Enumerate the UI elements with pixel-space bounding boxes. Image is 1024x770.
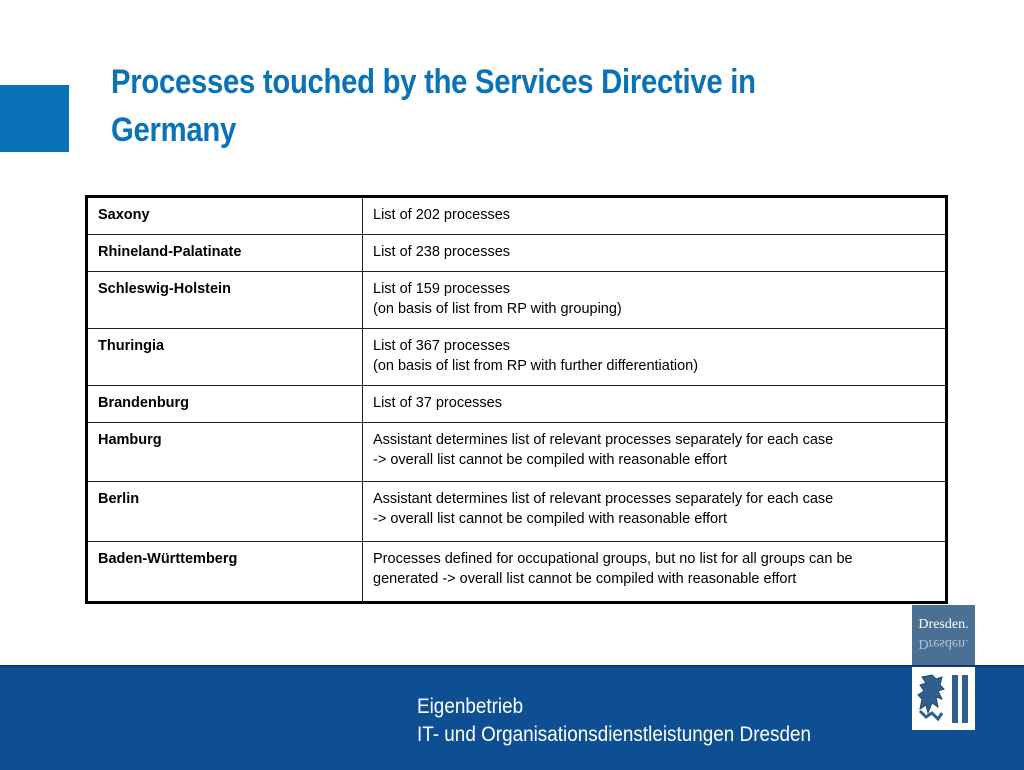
description-cell: List of 37 processes [362, 385, 947, 423]
table-row: Schleswig-Holstein List of 159 processes… [86, 271, 947, 329]
description-line: generated -> overall list cannot be comp… [373, 571, 797, 587]
state-cell: Thuringia [86, 328, 363, 386]
description-cell: List of 202 processes [362, 196, 947, 235]
table-row: Hamburg Assistant determines list of rel… [86, 422, 947, 482]
logo-emblem-panel [912, 667, 975, 730]
dresden-coat-of-arms-icon [916, 673, 968, 723]
description-cell: Processes defined for occupational group… [362, 541, 947, 603]
logo-wordmark: Dresden. [918, 617, 969, 632]
processes-table: Saxony List of 202 processes Rhineland-P… [85, 195, 948, 604]
logo-wordmark-panel: Dresden. Dresden. [912, 605, 975, 665]
description-cell: List of 159 processes (on basis of list … [362, 271, 947, 329]
logo-wordmark-reflection: Dresden. [918, 636, 969, 651]
table-row: Baden-Württemberg Processes defined for … [86, 541, 947, 603]
description-line: Assistant determines list of relevant pr… [373, 432, 834, 448]
state-cell: Brandenburg [86, 385, 363, 423]
table-row: Saxony List of 202 processes [86, 196, 947, 235]
dresden-logo: Dresden. Dresden. [912, 605, 975, 730]
description-line: (on basis of list from RP with further d… [373, 358, 699, 374]
description-line: List of 37 processes [373, 395, 502, 411]
description-line: List of 367 processes [373, 338, 511, 354]
description-cell: Assistant determines list of relevant pr… [362, 481, 947, 542]
state-cell: Schleswig-Holstein [86, 271, 363, 329]
footer-bar [0, 665, 1024, 770]
footer-text: Eigenbetrieb IT- und Organisationsdienst… [417, 693, 811, 749]
description-cell: Assistant determines list of relevant pr… [362, 422, 947, 482]
description-cell: List of 367 processes (on basis of list … [362, 328, 947, 386]
state-cell: Saxony [86, 196, 363, 235]
accent-square [0, 85, 69, 152]
description-line: List of 202 processes [373, 207, 511, 223]
table-row: Berlin Assistant determines list of rele… [86, 481, 947, 542]
description-line: -> overall list cannot be compiled with … [373, 452, 727, 468]
description-cell: List of 238 processes [362, 234, 947, 272]
table-row: Brandenburg List of 37 processes [86, 385, 947, 423]
slide-title: Processes touched by the Services Direct… [111, 63, 756, 149]
footer-line-1: Eigenbetrieb [417, 695, 524, 718]
footer-line-2: IT- und Organisationsdienstleistungen Dr… [417, 723, 811, 746]
state-cell: Rhineland-Palatinate [86, 234, 363, 272]
description-line: Assistant determines list of relevant pr… [373, 491, 834, 507]
state-cell: Hamburg [86, 422, 363, 482]
table-row: Thuringia List of 367 processes (on basi… [86, 328, 947, 386]
state-cell: Baden-Württemberg [86, 541, 363, 603]
state-cell: Berlin [86, 481, 363, 542]
table-row: Rhineland-Palatinate List of 238 process… [86, 234, 947, 272]
description-line: (on basis of list from RP with grouping) [373, 301, 622, 317]
description-line: List of 238 processes [373, 244, 511, 260]
description-line: -> overall list cannot be compiled with … [373, 511, 727, 527]
description-line: Processes defined for occupational group… [373, 551, 853, 567]
description-line: List of 159 processes [373, 281, 511, 297]
